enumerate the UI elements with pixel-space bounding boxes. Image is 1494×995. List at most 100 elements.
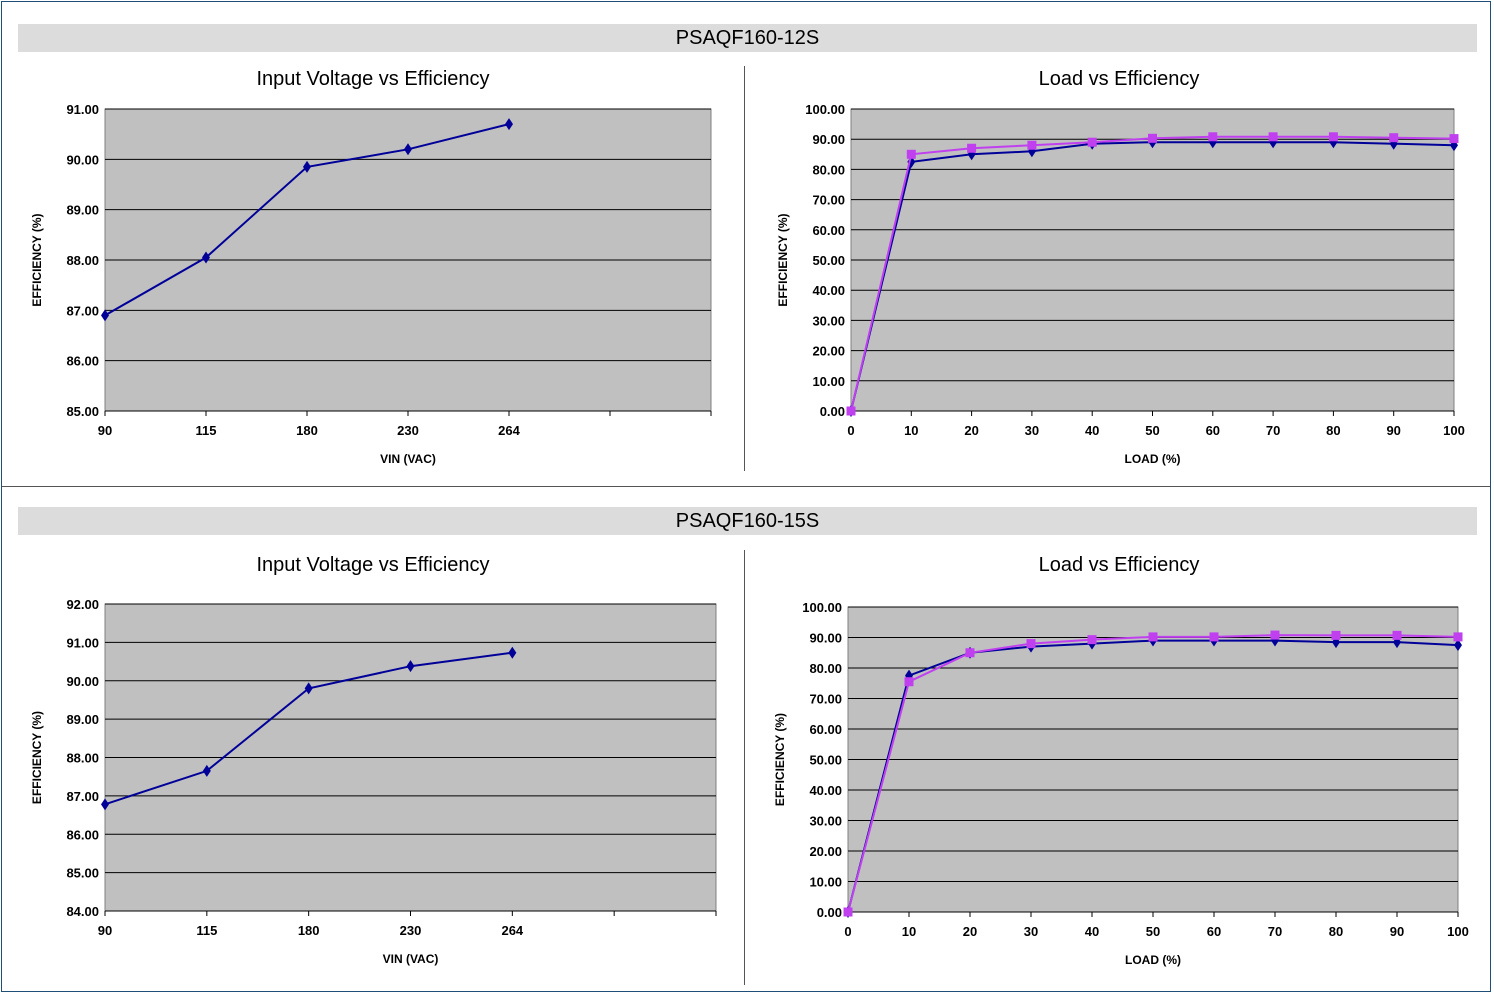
y-tick-label: 85.00 <box>66 404 99 419</box>
data-point-diamond <box>907 155 916 168</box>
data-point-square <box>1449 134 1459 144</box>
y-axis-label: EFFICIENCY (%) <box>773 713 787 806</box>
section-divider <box>2 486 1490 487</box>
y-tick-label: 90.00 <box>66 152 99 167</box>
y-tick-label: 60.00 <box>809 722 842 737</box>
x-tick-label: 90 <box>98 923 112 938</box>
x-tick-label: 230 <box>397 423 419 438</box>
data-point-square <box>843 907 853 917</box>
data-point-diamond <box>202 251 210 264</box>
data-point-square <box>846 406 856 416</box>
section-title-15s: PSAQF160-15S <box>18 507 1477 535</box>
data-point-square <box>1392 630 1402 640</box>
y-tick-label: 91.00 <box>66 635 99 650</box>
chart-title-vin-12s: Input Voltage vs Efficiency <box>256 68 490 90</box>
x-tick-label: 70 <box>1268 924 1282 939</box>
x-axis-label: VIN (VAC) <box>380 452 436 466</box>
chart-title-load-15s: Load vs Efficiency <box>1038 554 1200 576</box>
x-tick-label: 20 <box>963 924 977 939</box>
chart-title-load-12s: Load vs Efficiency <box>1038 68 1200 90</box>
x-tick-label: 0 <box>847 423 854 438</box>
y-tick-label: 10.00 <box>812 374 845 389</box>
chart-vin-efficiency-12s: 85.00 86.00 87.00 88.00 89.00 90.00 91.00 90 115… <box>30 102 712 466</box>
data-point-square <box>906 149 916 159</box>
data-point-diamond <box>1271 634 1279 647</box>
y-tick-label: 30.00 <box>809 814 842 829</box>
y-tick-label: 100.00 <box>805 102 845 117</box>
x-tick-label: 40 <box>1085 423 1099 438</box>
x-tick-label: 60 <box>1206 423 1220 438</box>
data-point-square <box>1148 133 1157 143</box>
x-tick-label: 80 <box>1326 423 1340 438</box>
data-point-diamond <box>404 143 412 156</box>
x-tick-label: 40 <box>1085 924 1099 939</box>
y-tick-label: 89.00 <box>66 203 99 218</box>
y-tick-label: 87.00 <box>66 303 99 318</box>
data-point-square <box>1328 132 1338 142</box>
data-point-diamond <box>202 764 211 777</box>
data-point-square <box>967 143 977 153</box>
x-tick-label: 230 <box>400 923 422 938</box>
x-tick-label: 60 <box>1207 924 1221 939</box>
x-tick-label: 90 <box>98 423 112 438</box>
x-tick-label: 264 <box>501 923 523 938</box>
data-point-diamond <box>101 798 109 811</box>
y-tick-label: 70.00 <box>809 692 842 707</box>
column-divider-top <box>744 66 745 471</box>
x-tick-label: 50 <box>1145 423 1159 438</box>
y-axis-label: EFFICIENCY (%) <box>776 213 790 306</box>
x-tick-label: 180 <box>296 423 318 438</box>
data-point-square <box>1087 137 1097 147</box>
y-tick-label: 50.00 <box>809 753 842 768</box>
y-tick-label: 88.00 <box>66 253 99 268</box>
x-tick-label: 264 <box>498 423 520 438</box>
y-tick-label: 30.00 <box>812 313 845 328</box>
x-tick-label: 10 <box>902 924 916 939</box>
data-point-square <box>1331 630 1341 640</box>
chart-vin-efficiency-15s: 84.00 85.00 86.00 87.00 88.00 89.00 90.00 91.00… <box>30 597 717 966</box>
y-tick-label: 0.00 <box>820 404 845 419</box>
data-point-diamond <box>508 646 517 659</box>
x-tick-label: 180 <box>298 923 320 938</box>
y-tick-label: 90.00 <box>809 631 842 646</box>
y-tick-label: 20.00 <box>812 344 845 359</box>
data-point-diamond <box>1454 639 1462 652</box>
y-tick-label: 88.00 <box>66 751 99 766</box>
data-point-square <box>1026 639 1036 649</box>
x-tick-label: 30 <box>1024 924 1038 939</box>
data-point-square <box>965 648 975 658</box>
y-tick-label: 92.00 <box>66 597 99 612</box>
y-tick-label: 84.00 <box>66 904 99 919</box>
x-tick-label: 20 <box>964 423 978 438</box>
x-tick-label: 90 <box>1386 423 1400 438</box>
data-point-square <box>1389 133 1399 143</box>
y-tick-label: 40.00 <box>812 283 845 298</box>
data-point-square <box>1027 140 1037 150</box>
data-point-square <box>1270 630 1280 640</box>
data-point-square <box>1148 632 1158 642</box>
y-tick-label: 80.00 <box>812 162 845 177</box>
chart-load-efficiency-15s: 0.00 10.00 20.00 30.00 40.00 50.00 60.00 70.00 8… <box>773 600 1469 967</box>
column-divider-bottom <box>744 550 745 985</box>
data-point-square <box>1208 132 1218 142</box>
x-tick-label: 30 <box>1025 423 1039 438</box>
data-point-diamond <box>304 682 313 695</box>
section-title-12s: PSAQF160-12S <box>18 24 1477 52</box>
y-tick-label: 60.00 <box>812 223 845 238</box>
y-tick-label: 0.00 <box>817 905 842 920</box>
data-point-diamond <box>406 660 415 673</box>
y-tick-label: 80.00 <box>809 661 842 676</box>
y-tick-label: 90.00 <box>812 132 845 147</box>
y-tick-label: 40.00 <box>809 783 842 798</box>
y-axis-label: EFFICIENCY (%) <box>30 213 44 306</box>
y-tick-label: 86.00 <box>66 354 99 369</box>
y-tick-label: 86.00 <box>66 827 99 842</box>
data-point-square <box>904 677 914 687</box>
y-tick-label: 85.00 <box>66 866 99 881</box>
chart-load-efficiency-12s: 0.00 10.00 20.00 30.00 40.00 50.00 60.00 70.00 8… <box>776 102 1465 466</box>
y-axis-label: EFFICIENCY (%) <box>30 711 44 804</box>
x-tick-label: 10 <box>904 423 918 438</box>
x-axis-label: LOAD (%) <box>1125 953 1181 967</box>
y-tick-label: 10.00 <box>809 875 842 890</box>
